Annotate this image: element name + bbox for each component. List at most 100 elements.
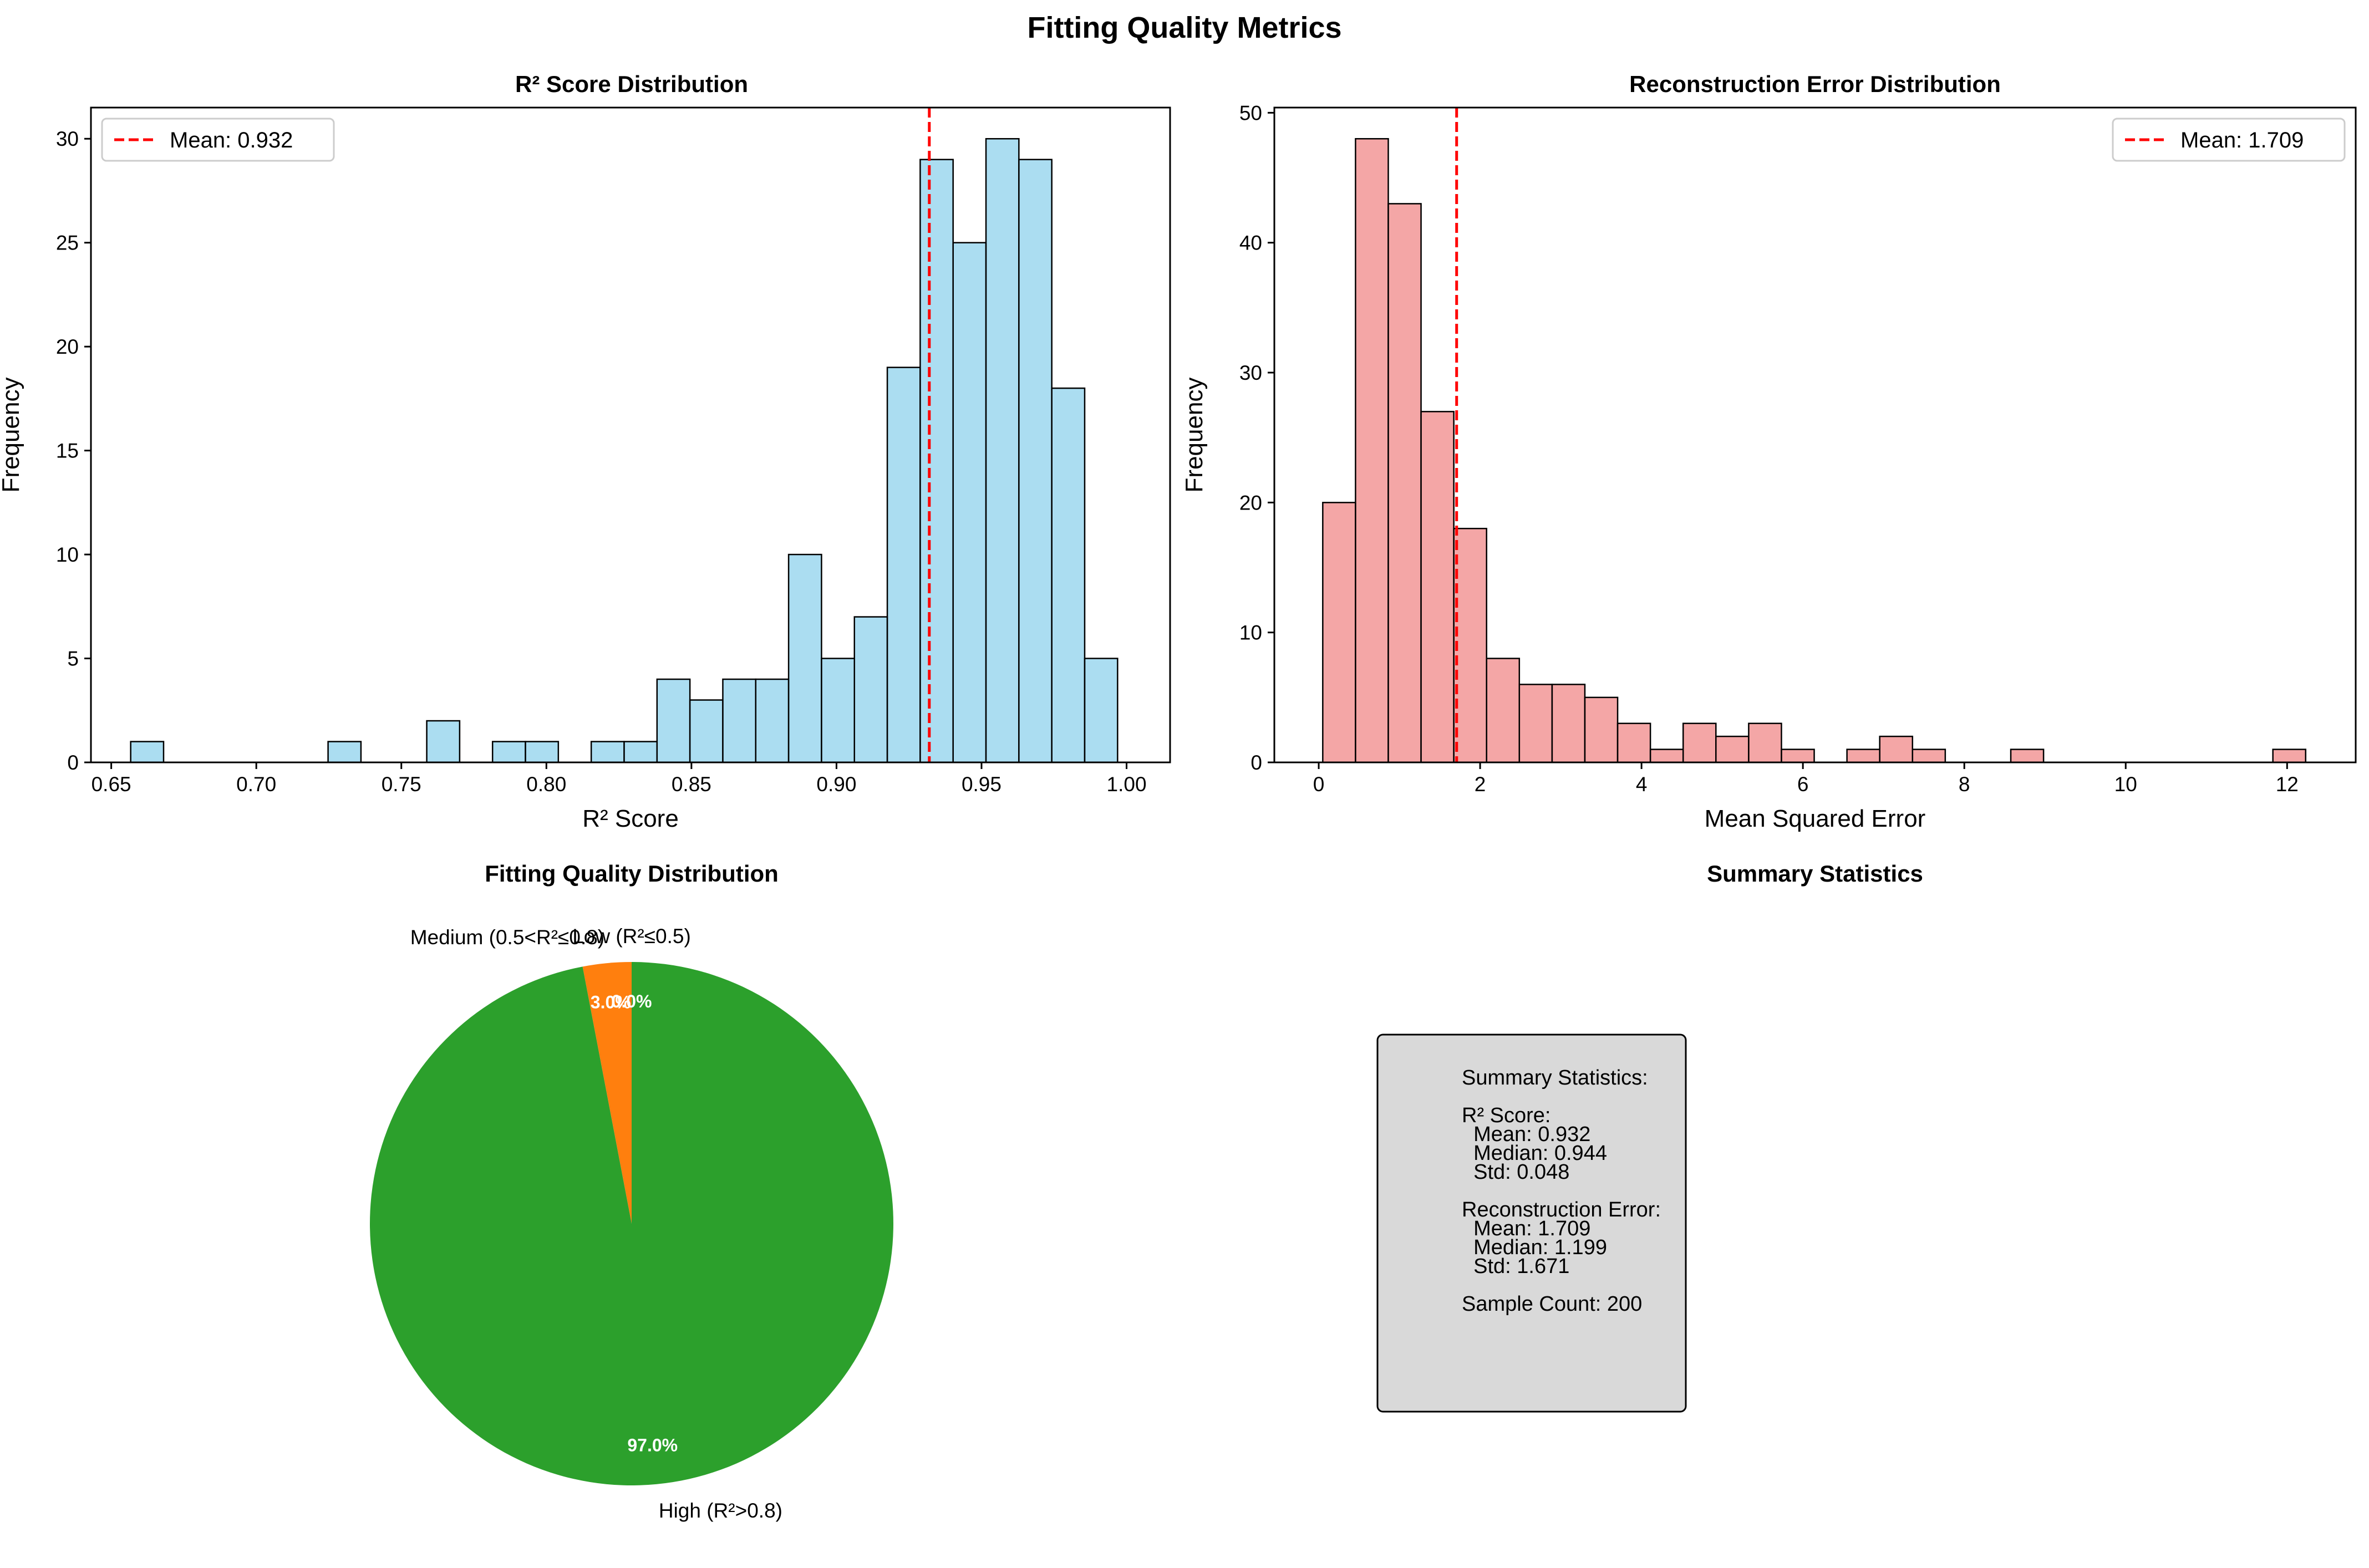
r2-x-axis-label: R² Score (582, 805, 679, 832)
error-histogram-bar (1387, 203, 1422, 763)
error-legend: Mean: 1.709 (2112, 118, 2346, 162)
error-histogram-bar (1748, 722, 1782, 763)
error-y-tick-label: 0 (1250, 751, 1262, 774)
r2-histogram-bar (886, 366, 921, 763)
r2-y-tick-label: 5 (67, 648, 79, 670)
r2-legend-box (101, 118, 335, 162)
error-x-tick-label: 0 (1313, 773, 1325, 796)
r2-legend: Mean: 0.932 (101, 118, 335, 162)
r2-y-tick-label: 15 (56, 440, 79, 462)
error-histogram-bar (1322, 502, 1356, 763)
summary-line: Mean: 0.932 (1462, 1123, 1590, 1146)
r2-histogram-bar (722, 678, 757, 763)
r2-histogram-bar (952, 242, 987, 763)
r2-histogram-panel: R² Score Distribution 0.65 0.70 0.75 0.80 0.… (0, 71, 1171, 832)
error-legend-label: Mean: 1.709 (2180, 128, 2304, 152)
error-legend-box (2112, 118, 2346, 162)
pie-percent-label: 0.0% (612, 991, 652, 1011)
r2-histogram-bar (821, 658, 855, 763)
r2-x-tick-label: 0.70 (236, 773, 276, 796)
error-histogram-bar (1486, 658, 1521, 763)
r2-histogram-bar (1084, 658, 1119, 763)
error-x-tick-label: 2 (1475, 773, 1486, 796)
r2-histogram-bar (853, 616, 888, 763)
error-histogram-bar (2010, 749, 2045, 763)
summary-line: Summary Statistics: (1462, 1066, 1648, 1090)
r2-histogram-bar (656, 678, 691, 763)
summary-title: Summary Statistics (1707, 861, 1923, 887)
error-x-tick-label: 10 (2114, 773, 2137, 796)
error-histogram-title: Reconstruction Error Distribution (1629, 71, 2001, 97)
r2-histogram-bar (755, 678, 790, 763)
r2-histogram-bar (787, 553, 822, 763)
r2-x-ticks: 0.65 0.70 0.75 0.80 0.85 0.90 0.95 1.00 (91, 762, 1147, 796)
error-x-tick-label: 12 (2276, 773, 2299, 796)
pie-percent-label: 97.0% (627, 1435, 678, 1455)
r2-y-tick-label: 0 (67, 751, 79, 774)
error-histogram-bar (1584, 696, 1619, 763)
r2-histogram-bar (689, 699, 724, 763)
error-y-ticks: 0 10 20 30 40 50 (1239, 101, 1274, 774)
error-x-axis-label: Mean Squared Error (1705, 805, 1926, 832)
r2-y-axis-label: Frequency (0, 378, 24, 493)
pie-title: Fitting Quality Distribution (485, 861, 779, 887)
r2-x-tick-label: 0.75 (382, 773, 421, 796)
r2-histogram-bar (130, 741, 165, 763)
error-y-axis-label: Frequency (1181, 378, 1208, 493)
summary-box (1376, 1034, 1687, 1413)
quality-pie-panel: Fitting Quality Distribution Low (R²≤0.5… (370, 861, 894, 1522)
r2-x-tick-label: 0.90 (816, 773, 856, 796)
summary-line: Std: 1.671 (1462, 1255, 1569, 1278)
r2-histogram-bar (623, 741, 658, 763)
r2-histogram-bar (1018, 159, 1053, 763)
r2-x-tick-label: 0.95 (962, 773, 1002, 796)
r2-histogram-bar (985, 138, 1020, 763)
error-y-tick-label: 50 (1239, 101, 1262, 124)
summary-line: Std: 0.048 (1462, 1160, 1569, 1184)
r2-histogram-bar (426, 720, 461, 763)
r2-histogram-bar (525, 741, 560, 763)
r2-histogram-bar (491, 741, 526, 763)
error-histogram-bar (1781, 749, 1815, 763)
error-y-tick-label: 40 (1239, 232, 1262, 254)
summary-lines: Summary Statistics: R² Score: Mean: 0.932… (1462, 1066, 1661, 1316)
r2-x-tick-label: 0.80 (526, 773, 566, 796)
summary-line: Sample Count: 200 (1462, 1292, 1642, 1316)
error-x-tick-label: 8 (1959, 773, 1970, 796)
error-histogram-bar (1682, 722, 1717, 763)
r2-legend-label: Mean: 0.932 (170, 128, 293, 152)
pie-slice (582, 962, 632, 1224)
figure-title: Fitting Quality Metrics (1027, 11, 1341, 44)
error-histogram-bar (1616, 722, 1651, 763)
error-histogram-bar (1420, 411, 1455, 763)
r2-histogram-bar (919, 159, 954, 763)
pie-slice-label: Low (R²≤0.5) (572, 925, 691, 948)
error-y-tick-label: 10 (1239, 622, 1262, 644)
error-histogram-bar (1879, 735, 1914, 763)
r2-histogram-bars (130, 138, 1119, 763)
r2-histogram-bar (590, 741, 625, 763)
pie-percent-label: 3.0% (591, 992, 631, 1012)
r2-y-tick-label: 10 (56, 543, 79, 566)
summary-line: Reconstruction Error: (1462, 1198, 1661, 1221)
error-histogram-bar (1518, 684, 1553, 763)
pie-slice (370, 962, 894, 1486)
r2-y-tick-label: 20 (56, 335, 79, 358)
pie-slices (370, 962, 894, 1486)
r2-histogram-bar (327, 741, 362, 763)
pie-slice-label: High (R²>0.8) (659, 1499, 782, 1522)
pie-slice-label: Medium (0.5<R²≤0.8) (410, 926, 604, 949)
r2-x-tick-label: 0.65 (91, 773, 131, 796)
error-y-tick-label: 20 (1239, 491, 1262, 514)
summary-line: Median: 0.944 (1462, 1142, 1607, 1165)
error-histogram-bar (1846, 749, 1880, 763)
r2-x-tick-label: 0.85 (672, 773, 711, 796)
error-histogram-bar (1551, 684, 1586, 763)
r2-histogram-bar (1051, 387, 1086, 763)
error-y-tick-label: 30 (1239, 362, 1262, 384)
summary-line: Mean: 1.709 (1462, 1217, 1590, 1240)
r2-y-tick-label: 30 (56, 128, 79, 150)
error-histogram-bar (1649, 749, 1684, 763)
r2-histogram-frame (90, 106, 1171, 763)
